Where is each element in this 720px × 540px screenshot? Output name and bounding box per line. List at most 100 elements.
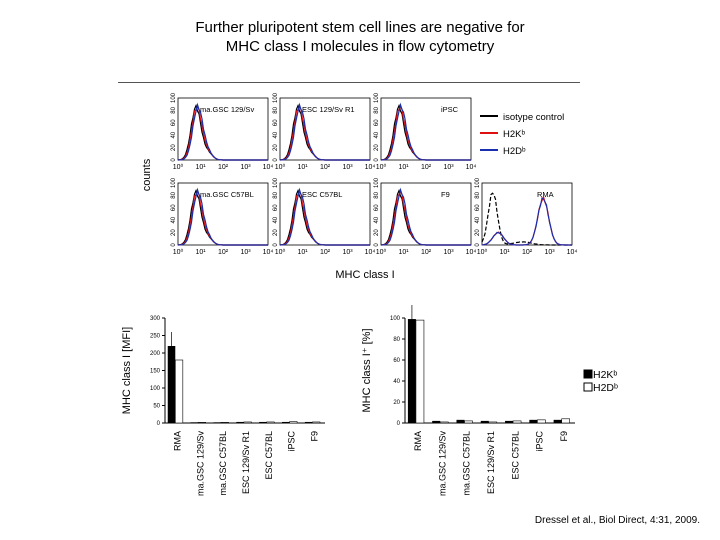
y-tick-label: 80 [171, 106, 177, 113]
y-tick-label: 0 [157, 421, 161, 427]
bar-h2kb [259, 421, 267, 423]
histogram-curve [177, 187, 268, 246]
category-label: ma.GSC 129/Sv [437, 431, 447, 497]
bar-h2kb [553, 419, 562, 423]
x-tick-label: 10² [218, 249, 229, 256]
y-tick-label: 100 [390, 316, 401, 322]
y-tick-label: 60 [393, 358, 400, 364]
bar-h2db [174, 359, 184, 424]
x-tick-label: 10⁰ [376, 248, 387, 256]
bar-h2kb [456, 419, 465, 423]
category-label: ESC 129/Sv R1 [241, 431, 251, 494]
x-tick-label: 10² [421, 249, 432, 256]
y-tick-label: 200 [150, 351, 161, 357]
bar-h2db [512, 420, 522, 424]
y-tick-label: 80 [273, 191, 279, 198]
y-tick-label: 100 [150, 386, 161, 392]
title-line-1: Further pluripotent stem cell lines are … [195, 19, 525, 36]
x-tick-label: 10³ [240, 249, 251, 256]
bar-legend-label-h2db: H2Dᵇ [593, 382, 618, 394]
category-label: ESC C57BL [510, 431, 520, 480]
x-tick-label: 10⁴ [365, 249, 376, 256]
bar-legend-swatch-h2db [583, 382, 593, 392]
category-label: RMA [172, 431, 182, 451]
bar-legend-swatch-h2kb [583, 369, 593, 379]
bar-h2kb [304, 421, 313, 423]
flow-panel: 0 20 40 60 80 100 10⁰ 10¹ 10² 10³ 10⁴ ma.GSC 129/Sv [171, 92, 273, 171]
y-tick-label: 80 [475, 191, 481, 198]
x-tick-label: 10⁰ [173, 248, 184, 256]
y-tick-label: 0 [397, 421, 401, 427]
x-tick-label: 10⁴ [263, 164, 274, 171]
bar-h2db [439, 421, 449, 424]
category-label: ma.GSC 129/Sv [195, 431, 205, 497]
y-tick-label: 0 [171, 243, 177, 247]
flow-cytometry-histograms: counts MHC class I 0 20 40 60 80 100 10⁰ 10¹ 10²… [141, 92, 577, 281]
flow-panel: 0 20 40 60 80 100 10⁰ 10¹ 10² 10³ 10⁴ ESC C57BL [273, 177, 375, 256]
category-label: ESC C57BL [264, 431, 274, 480]
category-label: ma.GSC C57BL [218, 431, 228, 496]
x-tick-label: 10⁴ [365, 164, 376, 171]
legend-label-h2db: H2Dᵇ [503, 146, 526, 157]
category-label: iPSC [535, 431, 545, 452]
bar-h2db [415, 319, 425, 424]
category-label: iPSC [287, 431, 297, 452]
bar-legend-label-h2kb: H2Kᵇ [593, 369, 617, 381]
x-tick-label: 10³ [443, 164, 454, 171]
panel-label: ma.GSC C57BL [200, 190, 254, 199]
x-tick-label: 10⁰ [376, 163, 387, 171]
x-tick-label: 10³ [544, 249, 555, 256]
title-line-2: MHC class I molecules in flow cytometry [225, 38, 495, 55]
y-tick-label: 80 [171, 191, 177, 198]
y-tick-label: 100 [273, 177, 279, 188]
bar-h2kb [167, 346, 176, 423]
flow-legend: isotype control H2Kᵇ H2Dᵇ [480, 112, 564, 157]
histogram-curve [279, 187, 370, 246]
bar-h2kb [529, 419, 538, 423]
flow-panel: 0 20 40 60 80 100 10⁰ 10¹ 10² 10³ 10⁴ ESC 129/Sv R1 [273, 92, 375, 171]
y-tick-label: 100 [171, 177, 177, 188]
y-tick-label: 100 [475, 177, 481, 188]
y-tick-label: 150 [150, 369, 161, 375]
bar-h2db [464, 420, 473, 424]
y-tick-label: 20 [171, 229, 177, 236]
panel-label: RMA [537, 190, 554, 199]
y-tick-label: 40 [374, 216, 380, 223]
bar-h2kb [236, 421, 244, 423]
bar-h2db [197, 421, 206, 424]
y-tick-label: 20 [273, 144, 279, 151]
x-tick-label: 10⁰ [477, 248, 488, 256]
bar-h2db [537, 419, 546, 424]
panel-label: ESC C57BL [302, 190, 342, 199]
histogram-curve [380, 102, 471, 161]
x-tick-label: 10¹ [195, 249, 206, 256]
category-label: F9 [310, 431, 320, 442]
x-tick-label: 10⁴ [263, 249, 274, 256]
y-tick-label: 60 [374, 119, 380, 126]
y-tick-label: 0 [273, 158, 279, 162]
y-tick-label: 0 [171, 158, 177, 162]
x-tick-label: 10² [421, 164, 432, 171]
x-tick-label: 10³ [342, 164, 353, 171]
bar-h2kb [282, 421, 290, 423]
y-tick-label: 40 [273, 216, 279, 223]
bar-h2kb [480, 420, 489, 423]
y-tick-label: 80 [273, 106, 279, 113]
bar-h2kb [432, 420, 441, 423]
panel-label: iPSC [441, 105, 459, 114]
x-tick-label: 10¹ [297, 164, 308, 171]
x-tick-label: 10⁰ [173, 163, 184, 171]
y-tick-label: 0 [273, 243, 279, 247]
y-tick-label: 60 [171, 204, 177, 211]
x-tick-label: 10⁴ [466, 164, 477, 171]
x-tick-label: 10³ [240, 164, 251, 171]
bar-h2db [488, 421, 498, 424]
figure-title: Further pluripotent stem cell lines are … [0, 18, 720, 56]
histogram-curve [177, 102, 268, 161]
category-label: ma.GSC C57BL [462, 431, 472, 496]
category-label: ESC 129/Sv R1 [486, 431, 496, 494]
bar-h2db [289, 421, 298, 424]
x-tick-label: 10² [522, 249, 533, 256]
y-tick-label: 20 [273, 229, 279, 236]
